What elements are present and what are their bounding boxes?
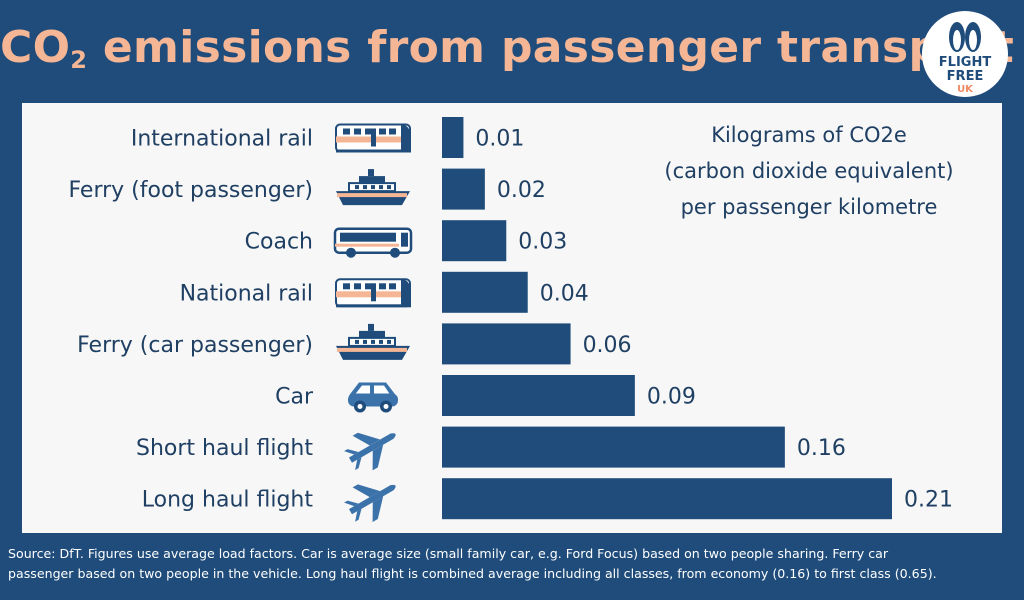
value-label: 0.04: [540, 281, 589, 306]
ferry-icon: [336, 323, 410, 360]
value-label: 0.03: [518, 230, 567, 255]
train-icon: [335, 123, 411, 153]
unit-note: Kilograms of CO2e (carbon dioxide equiva…: [644, 117, 974, 225]
car-icon: [348, 382, 398, 413]
category-label: Coach: [245, 230, 313, 255]
bar-chart: 0.01 International rail 0.02 Ferry (foot pa…: [68, 117, 953, 523]
logo-line3: UK: [957, 84, 974, 95]
value-label: 0.02: [497, 178, 546, 203]
value-label: 0.16: [797, 436, 846, 461]
footnote-line: passenger based on two people in the veh…: [8, 566, 937, 581]
value-label: 0.09: [647, 385, 696, 410]
plane-icon: [344, 484, 396, 523]
unit-note-line: (carbon dioxide equivalent): [664, 159, 954, 183]
bar: [442, 271, 528, 313]
value-label: 0.06: [583, 333, 632, 358]
chart-panel: 0.01 International rail 0.02 Ferry (foot pa…: [22, 103, 1002, 533]
flight-free-logo: FLIGHT FREE UK: [922, 11, 1008, 97]
bar: [442, 220, 507, 262]
category-label: National rail: [180, 281, 313, 306]
category-label: Short haul flight: [136, 436, 313, 461]
coach-icon: [333, 227, 413, 258]
category-label: Ferry (car passenger): [77, 333, 313, 358]
chart-title: CO2 emissions from passenger transport: [0, 22, 1015, 74]
source-footnote: Source: DfT. Figures use average load fa…: [8, 544, 1020, 584]
ferry-icon: [336, 169, 410, 206]
unit-note-line: Kilograms of CO2e: [711, 123, 907, 147]
category-label: Long haul flight: [142, 488, 314, 513]
plane-icon: [344, 432, 396, 471]
category-label: Car: [275, 385, 314, 410]
footnote-line: Source: DfT. Figures use average load fa…: [8, 546, 889, 561]
unit-note-line: per passenger kilometre: [680, 195, 938, 219]
bar: [442, 323, 571, 365]
bar: [442, 478, 892, 520]
value-label: 0.01: [475, 127, 524, 152]
logo-line2: FREE: [947, 69, 984, 84]
bar: [442, 426, 785, 468]
bar: [442, 375, 635, 416]
logo-line1: FLIGHT: [939, 55, 992, 70]
bar: [442, 168, 485, 210]
train-icon: [335, 278, 411, 308]
category-label: Ferry (foot passenger): [68, 178, 313, 203]
category-label: International rail: [131, 127, 313, 152]
bar: [442, 117, 464, 158]
penguins-logo-icon: [949, 22, 981, 52]
value-label: 0.21: [904, 488, 953, 513]
